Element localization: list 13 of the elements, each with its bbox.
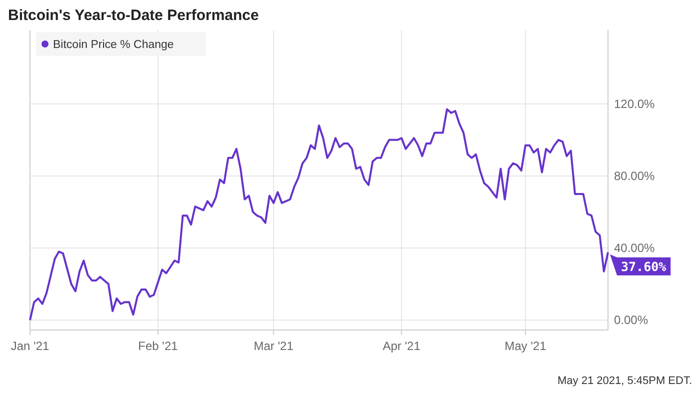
data-label: 37.60%: [621, 258, 667, 274]
y-tick-label: 0.00%: [614, 313, 648, 328]
x-tick-label: Jan '21: [10, 339, 50, 353]
y-tick-label: 120.0%: [614, 96, 656, 111]
text: May 21 2021, 5:45PM EDT.: [557, 375, 692, 387]
x-tick-label: Feb '21: [138, 339, 178, 353]
x-tick-label: Mar '21: [254, 339, 294, 353]
y-tick-label: 80.00%: [614, 168, 656, 183]
x-tick-label: Apr '21: [382, 339, 421, 353]
chart-title: Bitcoin's Year-to-Date Performance: [8, 7, 259, 24]
y-tick-label: 40.00%: [614, 241, 656, 256]
x-tick-label: May '21: [504, 339, 547, 353]
legend-label: Bitcoin Price % Change: [53, 39, 174, 51]
